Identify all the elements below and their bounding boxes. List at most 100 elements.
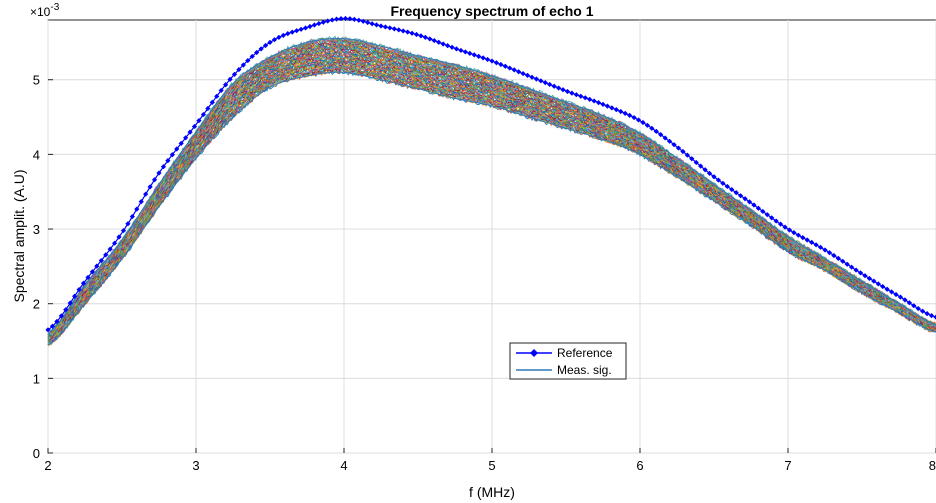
reference-marker xyxy=(307,23,313,30)
reference-marker xyxy=(897,294,904,300)
reference-marker xyxy=(587,96,593,102)
reference-marker xyxy=(746,199,753,205)
reference-marker xyxy=(409,30,415,36)
reference-marker xyxy=(662,135,668,141)
reference-marker xyxy=(223,82,229,88)
reference-marker xyxy=(280,32,286,38)
reference-marker xyxy=(560,87,566,93)
reference-marker xyxy=(436,39,442,45)
reference-marker xyxy=(884,286,890,292)
reference-marker xyxy=(915,305,921,312)
reference-marker xyxy=(724,183,730,190)
reference-marker xyxy=(58,313,64,319)
reference-marker xyxy=(906,300,912,306)
reference-marker xyxy=(516,69,522,75)
reference-marker xyxy=(143,191,149,197)
reference-marker xyxy=(844,261,850,267)
reference-marker xyxy=(720,180,726,186)
reference-marker xyxy=(795,232,801,238)
reference-marker xyxy=(54,318,60,325)
reference-marker xyxy=(760,208,766,215)
reference-marker xyxy=(369,21,375,27)
reference-marker xyxy=(644,122,650,128)
reference-marker xyxy=(160,164,167,170)
reference-marker xyxy=(413,31,420,38)
reference-marker xyxy=(649,125,655,131)
y-tick-label: 4 xyxy=(33,147,40,162)
x-tick-label: 3 xyxy=(192,458,199,473)
reference-marker xyxy=(334,16,340,22)
reference-marker xyxy=(689,156,695,162)
reference-marker xyxy=(174,146,180,152)
reference-marker xyxy=(627,112,633,118)
reference-marker xyxy=(706,170,713,176)
reference-marker xyxy=(125,221,131,227)
reference-marker xyxy=(103,252,109,258)
reference-marker xyxy=(591,98,597,104)
reference-marker xyxy=(556,85,562,91)
y-exponent-power: -3 xyxy=(50,2,59,13)
reference-marker xyxy=(400,28,406,34)
reference-marker xyxy=(445,43,451,49)
reference-marker xyxy=(49,323,56,329)
reference-marker xyxy=(94,263,100,269)
reference-marker xyxy=(529,74,535,80)
reference-marker xyxy=(285,31,291,37)
reference-marker xyxy=(640,119,646,126)
meas-sig-envelope xyxy=(47,38,936,335)
reference-marker xyxy=(631,114,637,121)
reference-marker xyxy=(63,307,69,313)
reference-marker xyxy=(302,25,309,31)
reference-marker xyxy=(112,240,118,246)
reference-marker xyxy=(258,46,264,52)
reference-marker xyxy=(542,80,548,86)
reference-marker xyxy=(791,230,797,236)
reference-marker xyxy=(196,117,202,124)
reference-marker xyxy=(458,47,464,54)
reference-marker xyxy=(924,310,930,317)
reference-marker xyxy=(289,29,295,35)
reference-marker xyxy=(165,158,171,164)
meas-sig-envelope xyxy=(47,71,936,346)
legend-reference-label: Reference xyxy=(557,346,613,360)
reference-marker xyxy=(200,111,206,118)
reference-marker xyxy=(325,18,331,24)
reference-marker xyxy=(422,34,428,40)
y-tick-label: 3 xyxy=(33,222,40,237)
reference-marker xyxy=(311,22,317,28)
reference-marker xyxy=(449,44,455,50)
reference-marker xyxy=(840,258,846,264)
reference-marker xyxy=(387,25,393,31)
reference-marker xyxy=(622,110,628,116)
reference-marker xyxy=(658,132,664,138)
reference-marker xyxy=(618,108,624,115)
legend-meas-label: Meas. sig. xyxy=(557,363,612,377)
reference-marker xyxy=(493,60,500,66)
reference-marker xyxy=(360,18,366,24)
reference-marker xyxy=(45,327,51,333)
reference-marker xyxy=(178,140,184,146)
x-tick-label: 2 xyxy=(44,458,51,473)
reference-marker xyxy=(702,167,708,173)
reference-marker xyxy=(129,213,135,220)
reference-marker xyxy=(778,221,784,227)
reference-marker xyxy=(871,278,877,284)
reference-marker xyxy=(254,49,260,56)
reference-marker xyxy=(236,66,242,73)
reference-marker xyxy=(889,289,895,295)
reference-marker xyxy=(107,246,113,252)
reference-marker xyxy=(804,237,810,243)
reference-marker xyxy=(462,49,468,55)
reference-marker xyxy=(609,105,615,111)
reference-marker xyxy=(480,55,486,61)
reference-marker xyxy=(249,53,255,60)
reference-marker xyxy=(933,314,936,320)
reference-marker xyxy=(533,76,539,82)
meas-sig-line xyxy=(47,40,936,336)
x-tick-label: 7 xyxy=(784,458,791,473)
x-tick-label: 6 xyxy=(636,458,643,473)
reference-marker xyxy=(147,184,153,190)
reference-marker xyxy=(120,227,127,234)
reference-marker xyxy=(365,19,371,26)
reference-marker xyxy=(80,280,87,286)
